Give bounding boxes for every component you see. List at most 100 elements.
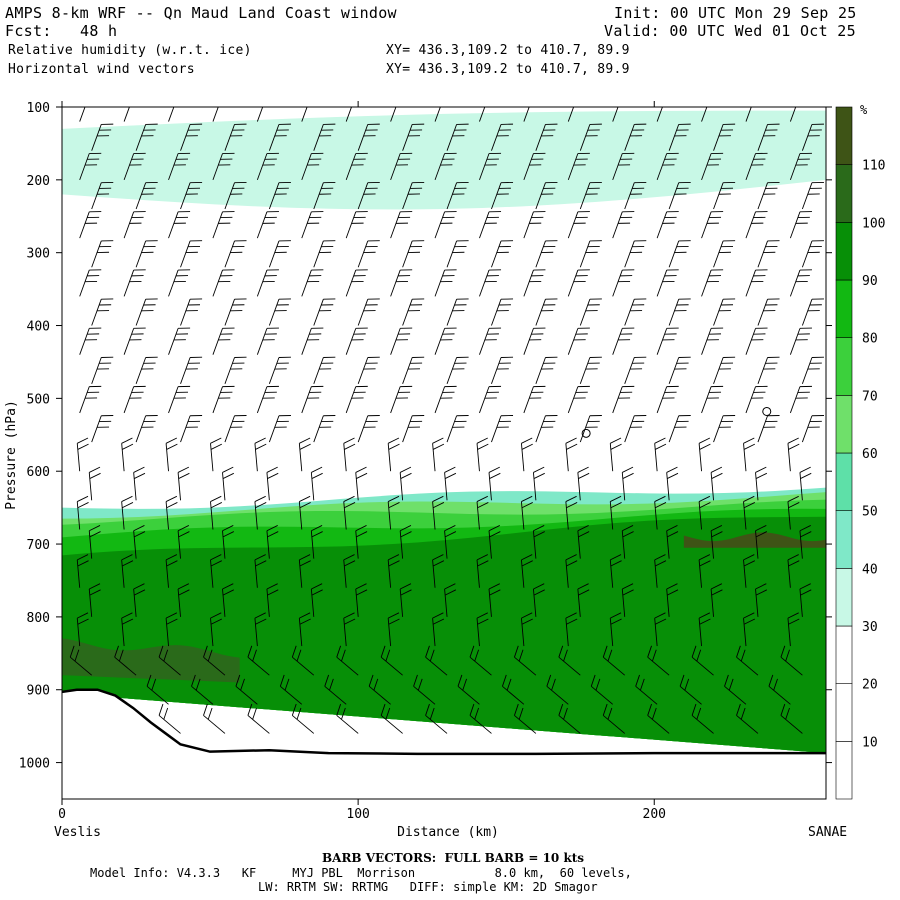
terrain-surface-line — [62, 688, 826, 756]
barb-shaft — [387, 559, 392, 588]
barb-flag — [647, 645, 652, 658]
barb-shaft — [698, 443, 702, 472]
barb-flag — [311, 531, 323, 538]
barb-flag — [565, 612, 577, 619]
wind-barb — [612, 269, 635, 297]
barb-flag — [696, 707, 702, 720]
barb-shaft — [479, 153, 490, 180]
barb-flag — [699, 560, 711, 567]
wind-barb — [577, 525, 590, 559]
wind-barb — [135, 240, 158, 268]
barb-flag — [299, 618, 311, 625]
barb-flag — [291, 645, 297, 658]
wind-barb — [180, 181, 203, 210]
barb-flag — [711, 531, 723, 538]
barb-shaft — [624, 357, 635, 384]
barb-shaft — [390, 211, 401, 239]
barb-shaft — [79, 107, 86, 122]
wind-barb — [624, 356, 647, 384]
barb-shaft — [520, 443, 525, 472]
barb-flag — [134, 531, 146, 538]
wind-barb — [133, 525, 146, 559]
wind-barb — [535, 123, 558, 151]
wind-barb — [357, 123, 380, 151]
barb-shaft — [434, 269, 446, 297]
barb-shaft — [743, 501, 747, 530]
barb-shaft — [91, 182, 102, 210]
barb-shaft — [491, 182, 502, 210]
barb-flag — [380, 645, 386, 658]
chart-title: AMPS 8-km WRF -- Qn Maud Land Coast wind… — [5, 4, 397, 22]
barb-flag — [222, 466, 234, 473]
wind-barb — [380, 645, 403, 676]
barb-flag — [89, 583, 101, 590]
wind-barb — [402, 123, 425, 151]
barb-shaft — [121, 618, 125, 647]
wind-barb — [121, 612, 134, 647]
barb-shaft — [336, 656, 359, 676]
barb-shaft — [212, 211, 223, 239]
barb-shaft — [701, 269, 712, 297]
barb-flag — [255, 443, 267, 450]
wind-barb — [535, 298, 558, 326]
barb-shaft — [444, 472, 448, 501]
wind-barb — [88, 583, 101, 617]
barb-shaft — [432, 501, 436, 530]
barb-flag — [654, 554, 666, 561]
barb-flag — [654, 437, 666, 444]
wind-barb — [210, 554, 223, 588]
wind-barb — [787, 495, 800, 530]
wind-barb — [656, 327, 679, 355]
wind-barb — [801, 356, 824, 384]
barb-shaft — [256, 107, 264, 122]
wind-barb — [425, 703, 448, 734]
wind-barb — [621, 525, 634, 559]
barb-flag — [474, 649, 480, 662]
wind-barb — [79, 211, 102, 239]
wind-barb — [268, 181, 291, 210]
barb-flag — [743, 618, 756, 625]
wind-barb — [666, 583, 679, 617]
wind-barb — [801, 181, 824, 210]
barb-shaft — [647, 656, 670, 676]
barb-flag — [488, 525, 500, 532]
barb-flag — [533, 583, 545, 590]
wind-barb — [488, 525, 501, 559]
wind-barb — [343, 437, 356, 472]
barb-shaft — [76, 501, 81, 530]
y-tick-label: 600 — [27, 465, 50, 480]
wind-barb — [612, 152, 635, 180]
barb-flag — [380, 703, 386, 716]
barb-flag — [344, 502, 356, 509]
barb-flag — [622, 589, 634, 596]
plot-frame — [61, 106, 827, 800]
barb-shaft — [787, 618, 791, 647]
barb-shaft — [121, 501, 125, 530]
barb-flag — [607, 649, 613, 662]
wind-barb — [91, 240, 114, 268]
barb-flag — [329, 678, 334, 691]
barb-shaft — [745, 386, 756, 414]
barb-shaft — [168, 211, 179, 239]
wind-barb — [336, 645, 359, 676]
wind-barb — [432, 612, 445, 647]
wind-barb — [222, 583, 235, 617]
barb-flag — [667, 531, 679, 538]
barb-flag — [679, 674, 685, 687]
wind-barb — [668, 298, 691, 326]
barb-flag — [385, 707, 391, 720]
barb-flag — [122, 502, 134, 509]
barb-shaft — [254, 559, 258, 588]
wind-barb — [402, 415, 425, 443]
barb-shaft — [701, 386, 712, 414]
barb-shaft — [133, 472, 137, 501]
barb-shaft — [180, 299, 191, 326]
wind-barb — [324, 674, 347, 705]
barb-shaft — [165, 443, 169, 472]
wind-barb — [491, 298, 514, 326]
barb-shaft — [79, 328, 90, 355]
wind-barb — [313, 240, 336, 268]
barb-flag — [89, 525, 101, 532]
barb-flag — [299, 612, 311, 619]
barb-flag — [373, 678, 379, 691]
